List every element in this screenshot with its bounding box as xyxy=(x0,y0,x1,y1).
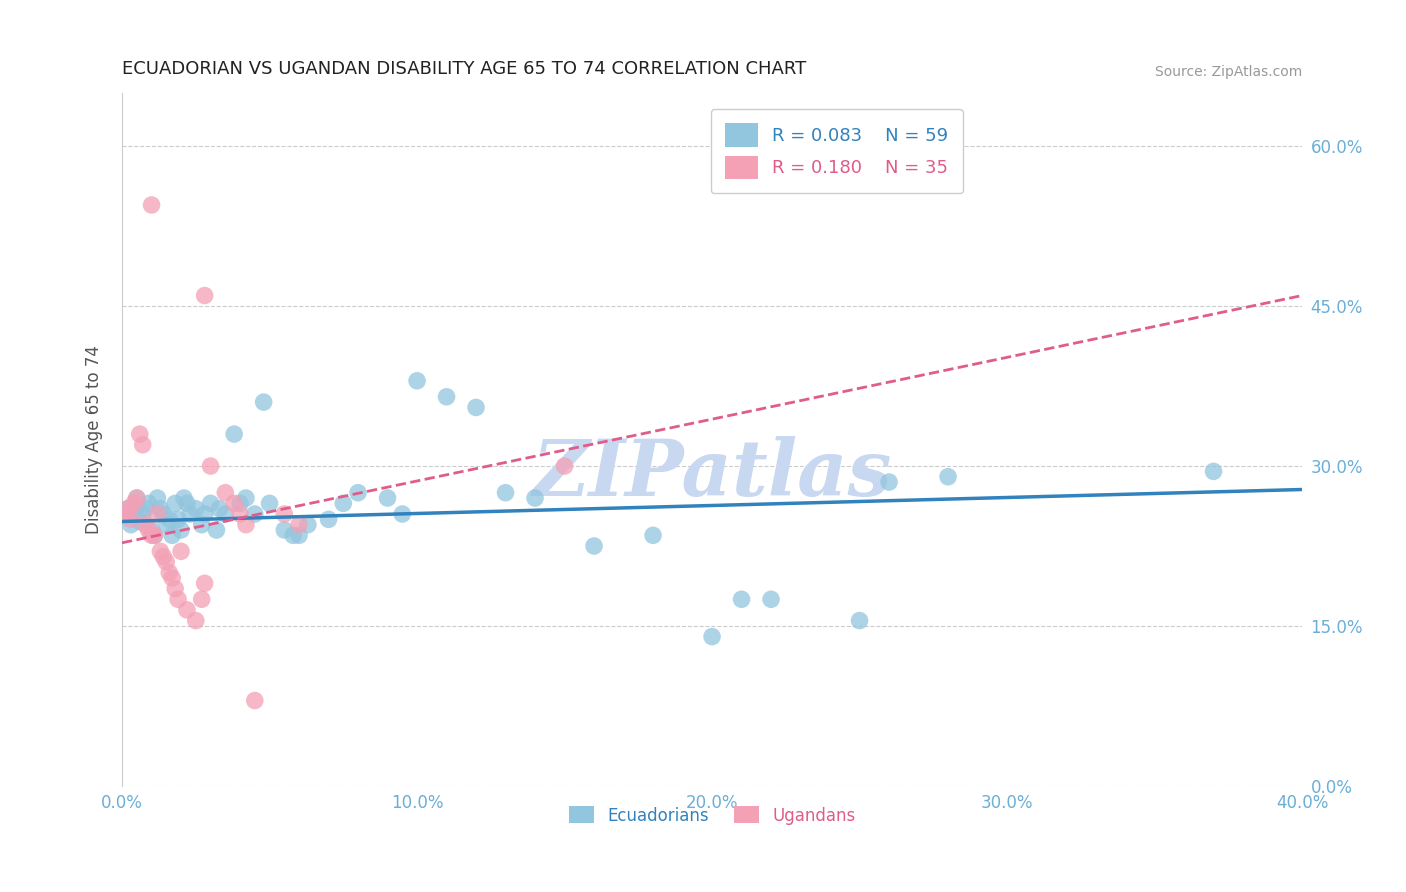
Point xyxy=(128,515,150,529)
Point xyxy=(190,592,212,607)
Point xyxy=(273,523,295,537)
Point xyxy=(700,630,723,644)
Point xyxy=(194,507,217,521)
Point xyxy=(235,491,257,505)
Point xyxy=(205,523,228,537)
Point xyxy=(288,517,311,532)
Point xyxy=(157,566,180,580)
Point xyxy=(759,592,782,607)
Point xyxy=(208,501,231,516)
Point xyxy=(190,517,212,532)
Point xyxy=(165,582,187,596)
Point xyxy=(149,501,172,516)
Point xyxy=(332,496,354,510)
Point xyxy=(165,496,187,510)
Point xyxy=(391,507,413,521)
Point xyxy=(224,427,246,442)
Point xyxy=(1202,464,1225,478)
Point xyxy=(155,517,177,532)
Point xyxy=(152,549,174,564)
Y-axis label: Disability Age 65 to 74: Disability Age 65 to 74 xyxy=(86,345,103,533)
Point xyxy=(176,603,198,617)
Point xyxy=(149,544,172,558)
Point xyxy=(583,539,606,553)
Text: ZIPatlas: ZIPatlas xyxy=(533,436,891,512)
Point xyxy=(253,395,276,409)
Point xyxy=(157,512,180,526)
Point xyxy=(120,512,142,526)
Point xyxy=(214,507,236,521)
Point xyxy=(214,485,236,500)
Point xyxy=(224,496,246,510)
Point xyxy=(936,469,959,483)
Point xyxy=(184,501,207,516)
Point xyxy=(143,528,166,542)
Point xyxy=(146,491,169,505)
Point xyxy=(318,512,340,526)
Point xyxy=(200,458,222,473)
Point xyxy=(730,592,752,607)
Point xyxy=(167,512,190,526)
Point xyxy=(235,517,257,532)
Point xyxy=(138,496,160,510)
Point xyxy=(131,438,153,452)
Point xyxy=(114,507,136,521)
Point xyxy=(406,374,429,388)
Point xyxy=(273,507,295,521)
Point xyxy=(377,491,399,505)
Point xyxy=(229,507,252,521)
Point xyxy=(229,496,252,510)
Point xyxy=(146,507,169,521)
Point xyxy=(143,528,166,542)
Point xyxy=(170,544,193,558)
Text: Source: ZipAtlas.com: Source: ZipAtlas.com xyxy=(1154,65,1302,79)
Point xyxy=(243,693,266,707)
Point xyxy=(117,501,139,516)
Point xyxy=(465,401,488,415)
Point xyxy=(120,517,142,532)
Point xyxy=(281,528,304,542)
Point xyxy=(125,491,148,505)
Point xyxy=(114,507,136,521)
Point xyxy=(141,198,163,212)
Point xyxy=(141,528,163,542)
Point xyxy=(436,390,458,404)
Point xyxy=(173,491,195,505)
Point xyxy=(288,528,311,542)
Point xyxy=(141,523,163,537)
Point xyxy=(554,458,576,473)
Point xyxy=(138,523,160,537)
Text: ECUADORIAN VS UGANDAN DISABILITY AGE 65 TO 74 CORRELATION CHART: ECUADORIAN VS UGANDAN DISABILITY AGE 65 … xyxy=(122,60,806,78)
Point xyxy=(176,496,198,510)
Point xyxy=(243,507,266,521)
Legend: Ecuadorians, Ugandans: Ecuadorians, Ugandans xyxy=(561,798,863,833)
Point xyxy=(152,507,174,521)
Point xyxy=(297,517,319,532)
Point xyxy=(167,592,190,607)
Point xyxy=(122,504,145,518)
Point xyxy=(160,528,183,542)
Point xyxy=(122,496,145,510)
Point xyxy=(160,571,183,585)
Point xyxy=(877,475,900,489)
Point xyxy=(131,507,153,521)
Point xyxy=(641,528,664,542)
Point xyxy=(194,576,217,591)
Point xyxy=(347,485,370,500)
Point xyxy=(128,427,150,442)
Point xyxy=(135,501,157,516)
Point xyxy=(194,288,217,302)
Point xyxy=(125,491,148,505)
Point xyxy=(200,496,222,510)
Point xyxy=(524,491,547,505)
Point xyxy=(170,523,193,537)
Point xyxy=(848,614,870,628)
Point xyxy=(184,614,207,628)
Point xyxy=(155,555,177,569)
Point xyxy=(259,496,281,510)
Point xyxy=(495,485,517,500)
Point xyxy=(117,501,139,516)
Point xyxy=(179,507,201,521)
Point xyxy=(135,517,157,532)
